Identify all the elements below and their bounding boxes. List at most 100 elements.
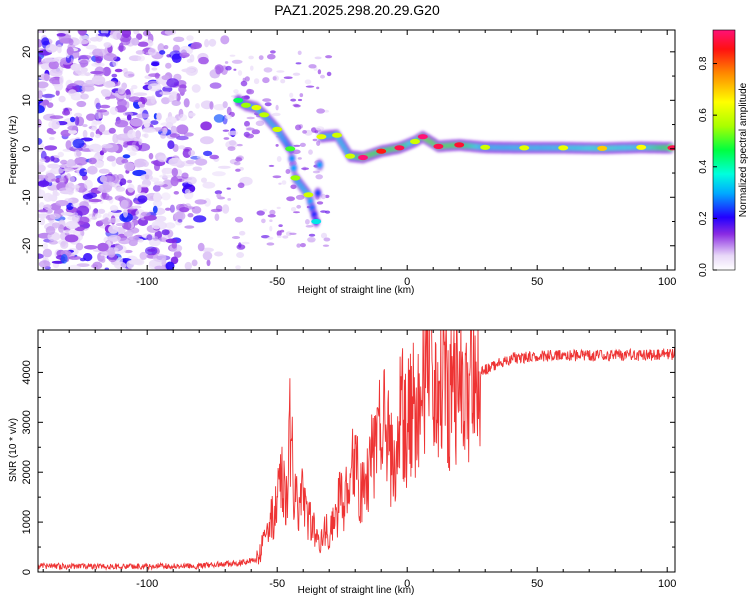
noise-blob (94, 110, 101, 120)
noise-blob (118, 42, 124, 53)
noise-blob (186, 176, 197, 185)
noise-blob (297, 157, 302, 160)
noise-blob (82, 129, 88, 138)
noise-blob (202, 181, 216, 189)
colorbar-tick-label: 0.6 (698, 108, 709, 122)
ridge-point (259, 112, 270, 118)
noise-blob (250, 65, 254, 71)
x-tick-label: 50 (531, 276, 543, 288)
y-tick-label: -10 (21, 189, 33, 205)
noise-blob (127, 183, 135, 193)
noise-blob (293, 144, 301, 147)
noise-blob (231, 236, 241, 239)
noise-blob (263, 67, 273, 73)
noise-blob (290, 207, 297, 212)
spectrogram-ridge (233, 94, 675, 228)
noise-blob (152, 184, 161, 192)
ridge-mid-cell (316, 161, 323, 169)
noise-blob (162, 86, 173, 93)
noise-blob (188, 112, 196, 117)
noise-blob (137, 55, 145, 62)
noise-blob (245, 133, 255, 139)
noise-blob (123, 71, 135, 78)
spectrogram-frame (37, 29, 676, 271)
noise-blob (217, 165, 231, 169)
noise-blob (138, 138, 143, 146)
noise-blob (60, 159, 68, 165)
noise-blob (215, 205, 223, 212)
noise-blob (76, 39, 89, 45)
noise-blob (90, 70, 104, 75)
noise-blob (108, 127, 116, 134)
noise-blob (196, 155, 204, 159)
noise-blob (307, 237, 316, 243)
noise-blob (275, 144, 279, 147)
noise-blob (49, 213, 61, 220)
noise-blob (86, 113, 96, 121)
noise-blob (38, 180, 50, 187)
ridge-point (241, 102, 251, 108)
colorbar: 0.0 0.2 0.4 0.6 0.8 Normalized spectral ampl… (698, 29, 749, 277)
noise-blob (117, 99, 127, 107)
spectrogram-y-label: Frequency (Hz) (8, 116, 19, 185)
noise-blob (251, 129, 260, 135)
noise-blob (123, 231, 134, 237)
noise-blob (229, 54, 236, 57)
ridge-point (345, 153, 355, 159)
noise-blob (49, 115, 64, 120)
noise-blob (132, 205, 142, 209)
noise-blob (203, 150, 213, 157)
noise-blob (321, 193, 326, 200)
noise-blob (161, 97, 170, 105)
noise-blob (38, 161, 44, 166)
noise-blob (241, 241, 250, 245)
noise-blob (103, 42, 112, 48)
noise-blob (227, 198, 232, 201)
snr-y-ticks: 0 1000 2000 3000 4000 (21, 346, 675, 575)
noise-blob (159, 174, 173, 179)
noise-blob (192, 166, 203, 172)
spectrogram-x-ticks: -100 -50 0 50 100 (42, 30, 676, 288)
noise-blob (267, 236, 274, 240)
noise-blob (74, 226, 85, 232)
noise-blob (128, 239, 138, 247)
noise-blob (320, 232, 328, 239)
noise-blob (95, 48, 108, 57)
noise-blob (323, 109, 330, 113)
noise-blob (95, 102, 101, 110)
noise-blob (122, 111, 134, 117)
noise-blob (156, 112, 162, 121)
noise-blob (264, 102, 272, 107)
noise-blob (128, 151, 137, 156)
noise-blob (154, 163, 160, 171)
noise-blob (151, 67, 158, 71)
noise-blob (304, 79, 312, 85)
noise-blob (316, 86, 320, 90)
noise-blob (308, 64, 317, 69)
noise-blob (176, 124, 189, 135)
noise-blob (305, 85, 315, 88)
noise-blob (114, 261, 127, 270)
noise-blob (66, 173, 71, 179)
noise-blob (169, 50, 183, 60)
noise-blob (184, 188, 191, 195)
noise-blob (97, 208, 106, 214)
x-tick-label: 100 (658, 578, 676, 590)
noise-blob (173, 36, 185, 42)
noise-blob (198, 56, 209, 65)
noise-blob (165, 207, 171, 211)
noise-blob (66, 46, 74, 56)
noise-blob (238, 242, 242, 248)
noise-blob (79, 168, 88, 177)
noise-blob (317, 69, 322, 75)
noise-blob (197, 242, 205, 252)
noise-blob (178, 87, 187, 93)
noise-blob (213, 114, 225, 123)
noise-blob (178, 114, 188, 121)
noise-blob (179, 52, 190, 58)
noise-blob (49, 136, 55, 141)
noise-blob (149, 238, 161, 247)
noise-blob (98, 124, 106, 133)
noise-blob (134, 200, 140, 204)
noise-blob (77, 54, 92, 60)
